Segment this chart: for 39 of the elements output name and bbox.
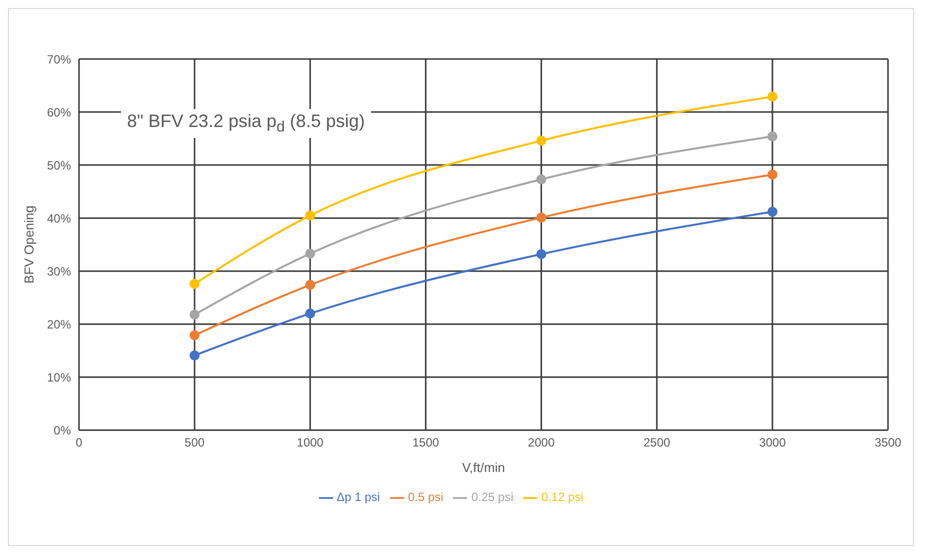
legend-label: Δp 1 psi [336,490,380,504]
x-tick-label: 3000 [759,436,786,450]
legend-label: 0.12 psi [541,490,584,504]
y-tick-label: 30% [46,264,72,278]
y-tick-label: 0% [54,423,72,438]
y-tick-label: 60% [46,105,72,120]
point [767,170,778,180]
point [767,92,778,102]
point [305,248,316,259]
x-tick-label: 2000 [528,436,555,450]
point [305,308,316,319]
point [305,210,316,220]
point [305,280,316,290]
point [536,136,546,146]
y-axis-title: BFV Opening [22,206,37,284]
point [536,249,546,260]
point [767,206,778,217]
legend-label: 0.5 psi [408,490,444,504]
point [190,278,200,289]
y-tick-label: 70% [46,52,72,66]
x-tick-label: 1000 [296,436,324,450]
point [190,310,200,320]
point [767,131,778,142]
x-axis-title: V,ft/min [462,460,505,476]
point [536,174,546,184]
y-tick-label: 50% [46,158,72,172]
legend-label: 0.25 psi [471,490,514,504]
x-tick-label: 1500 [412,436,440,450]
point [536,212,546,223]
y-tick-label: 10% [46,370,72,384]
point [190,330,200,340]
x-tick-label: 0 [76,436,83,450]
x-tick-label: 2500 [644,436,671,450]
x-tick-label: 3500 [874,436,902,450]
point [190,350,200,360]
annotation: 8" BFV 23.2 psia p$_{d}$ (8.5 psig) [121,109,371,138]
y-tick-label: 20% [46,317,72,332]
x-tick-label: 500 [184,436,205,450]
y-tick-label: 40% [46,211,72,226]
